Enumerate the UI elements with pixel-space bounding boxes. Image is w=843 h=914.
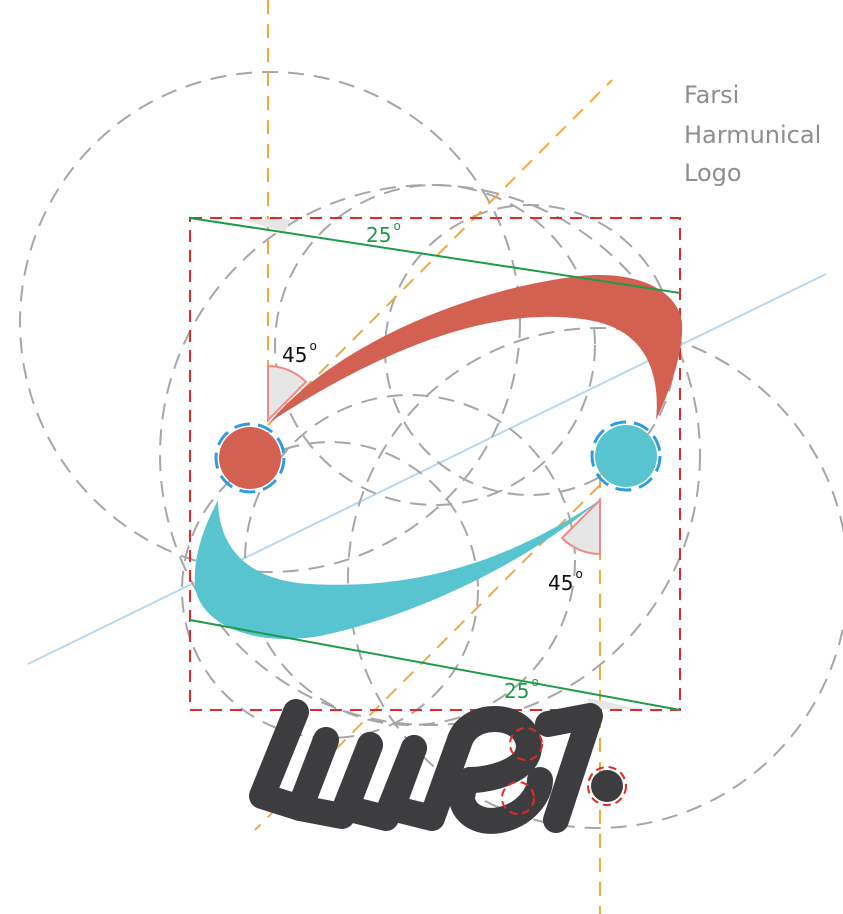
letter-stroke-7 xyxy=(535,703,603,833)
guide-circle-medium-lower xyxy=(244,394,576,726)
construction-circles xyxy=(19,71,843,829)
letter-stroke-5 xyxy=(447,706,542,793)
farsi-lettering xyxy=(249,699,603,834)
letter-guide-circle-3 xyxy=(587,766,627,806)
guide-circle-large-right xyxy=(347,327,843,829)
bounding-box xyxy=(189,217,681,711)
letter-stroke-6 xyxy=(449,767,553,834)
letter-guide-circles xyxy=(501,727,627,815)
guide-circle-large-left xyxy=(19,71,521,573)
red-swoosh xyxy=(270,275,683,422)
green-line-top xyxy=(189,217,681,294)
angle-wedge-top-green xyxy=(238,219,290,232)
angle-label-bottom-green: 25 o xyxy=(504,675,539,703)
letter-guide-circle-2 xyxy=(501,781,535,815)
angle-label-top-green: 25 o xyxy=(366,219,401,247)
teal-swoosh xyxy=(194,500,600,639)
guide-circle-big-center xyxy=(159,184,701,726)
red-dot xyxy=(219,427,281,489)
green-line-bottom xyxy=(189,619,681,711)
guide-circle-medium-upper xyxy=(274,184,596,506)
title-line-2: Harmunical xyxy=(684,121,822,149)
angle-wedge-bottom-green xyxy=(588,698,640,709)
diagonal-axis-line xyxy=(27,273,827,665)
angle-label-upper-left: 45 o xyxy=(282,339,317,367)
teal-dot xyxy=(595,425,657,487)
lettering-dot xyxy=(591,770,623,802)
orange-diagonal-upper xyxy=(267,79,613,426)
teal-dot-blue-ring xyxy=(590,420,662,492)
letter-guide-circle-1 xyxy=(509,727,543,761)
guide-circle-mid-left xyxy=(181,441,479,739)
angle-wedge-upper-left xyxy=(267,364,308,423)
angle-wedge-lower-right xyxy=(560,497,601,556)
letter-stroke-4 xyxy=(379,727,473,831)
angle-label-lower-right: 45 o xyxy=(548,567,583,595)
red-dot-blue-ring xyxy=(214,422,286,494)
title-line-3: Logo xyxy=(684,159,742,187)
title-line-1: Farsi xyxy=(684,81,740,109)
